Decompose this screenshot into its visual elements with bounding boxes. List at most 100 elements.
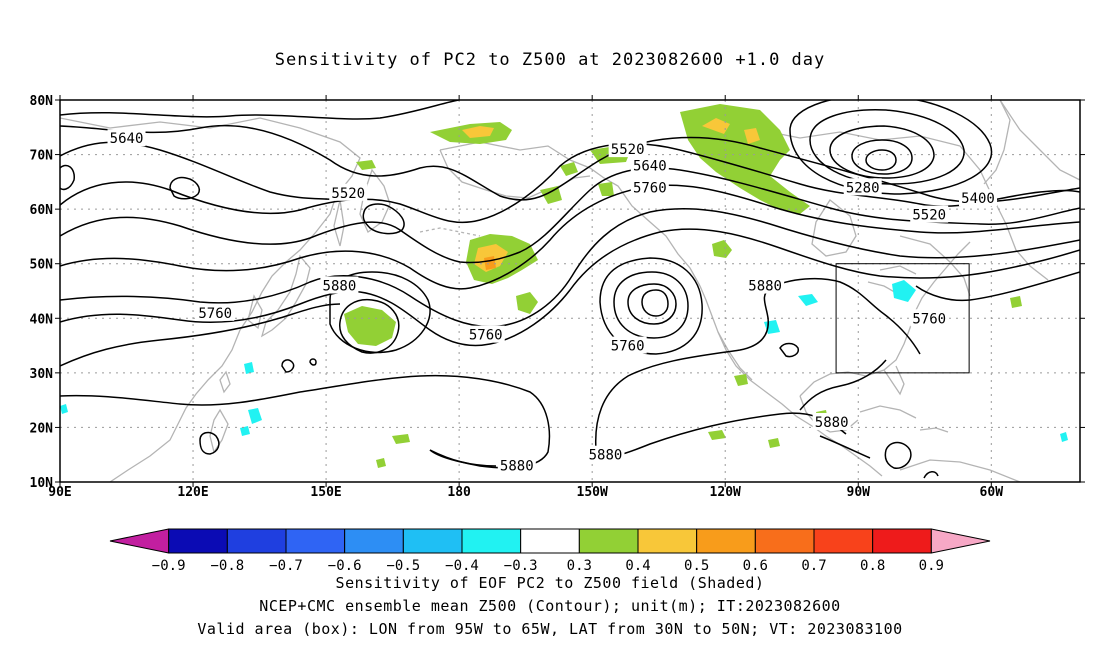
map-frame — [59, 99, 1081, 483]
lat-tick-label: 80N — [30, 94, 54, 109]
sensitivity-shading — [60, 104, 1068, 468]
shade-blob — [344, 306, 396, 346]
colorbar-label: 0.4 — [625, 558, 650, 574]
map-title: Sensitivity of PC2 to Z500 at 2023082600… — [274, 50, 826, 70]
contour-label: 5760 — [469, 328, 503, 344]
lat-tick-label: 60N — [30, 203, 54, 218]
contour-label: 5760 — [611, 339, 645, 355]
z500-contours — [60, 100, 1080, 479]
shade-blob — [798, 294, 818, 306]
caption-shading: Sensitivity of EOF PC2 to Z500 field (Sh… — [335, 574, 765, 592]
colorbar-label: −0.5 — [386, 558, 420, 574]
colorbar-label: 0.8 — [860, 558, 885, 574]
shade-blob — [244, 362, 254, 374]
contour-label-bg — [586, 445, 625, 463]
colorbar: −0.9 −0.8 −0.7 −0.6 −0.5 −0.4 −0.3 0.3 0.4 0.5 0.6… — [109, 528, 991, 574]
colorbar-label: −0.6 — [328, 558, 362, 574]
lat-tick-label: 50N — [30, 258, 54, 273]
contour-label-bg — [608, 336, 647, 354]
colorbar-label: −0.7 — [269, 558, 303, 574]
contour-label-bg — [196, 303, 235, 321]
contour-label-bg — [910, 309, 949, 327]
shade-blob — [248, 408, 262, 424]
contour-label-bg — [630, 178, 669, 196]
colorbar-swatch — [637, 528, 698, 554]
colorbar-label: −0.9 — [152, 558, 186, 574]
colorbar-swatch — [696, 528, 756, 554]
contour-label: 5520 — [611, 142, 645, 158]
shade-blob — [462, 126, 494, 138]
contour-label: 5880 — [815, 415, 849, 431]
contour-label: 5640 — [110, 131, 144, 147]
contour-label: 5520 — [331, 186, 365, 202]
colorbar-label: −0.8 — [210, 558, 244, 574]
contour-label-bg — [630, 156, 669, 174]
shade-blob — [1060, 432, 1068, 442]
shade-blob — [240, 426, 250, 436]
contour-label-bg — [497, 456, 536, 474]
contour-label: 5880 — [323, 279, 357, 295]
colorbar-swatch — [872, 528, 932, 554]
lon-tick-label: 60W — [980, 485, 1004, 500]
contour-label: 5880 — [589, 448, 623, 464]
shade-blob — [734, 374, 748, 386]
contour-label: 5520 — [912, 208, 946, 224]
colorbar-swatch — [520, 528, 580, 554]
lat-tick-label: 40N — [30, 312, 54, 327]
lon-tick-label: 180 — [447, 485, 471, 500]
colorbar-label: 0.6 — [743, 558, 768, 574]
colorbar-swatch — [930, 528, 991, 554]
shade-blob — [1010, 296, 1022, 308]
colorbar-label: 0.9 — [919, 558, 944, 574]
shade-blob — [540, 186, 562, 204]
contour-label-bg — [959, 189, 997, 207]
colorbar-swatch — [168, 528, 228, 554]
contour-label: 5880 — [748, 279, 782, 295]
contour-label: 5400 — [961, 191, 995, 207]
colorbar-swatch — [402, 528, 463, 554]
colorbar-label: 0.3 — [567, 558, 592, 574]
colorbar-swatch — [578, 528, 639, 554]
shade-blob — [376, 458, 386, 468]
shade-blob — [712, 240, 732, 258]
shade-blob — [708, 430, 726, 440]
lat-tick-label: 70N — [30, 149, 54, 164]
colorbar-label: −0.3 — [504, 558, 538, 574]
lon-tick-label: 150W — [577, 485, 608, 500]
colorbar-swatch — [109, 528, 170, 554]
contour-label-bg — [843, 178, 882, 196]
lat-tick-label: 10N — [30, 476, 54, 491]
contour-label-bg — [329, 183, 368, 201]
lon-tick-label: 90W — [847, 485, 871, 500]
lon-tick-label: 120E — [177, 485, 208, 500]
contour-label-bg — [320, 276, 359, 294]
lon-tick-label: 120W — [710, 485, 741, 500]
shade-blob — [680, 104, 810, 214]
contour-label-bg — [107, 129, 146, 147]
colorbar-swatch — [285, 528, 346, 554]
shade-blob — [560, 162, 578, 176]
contour-label-bg — [812, 412, 851, 430]
shade-blob — [744, 128, 760, 144]
shade-blob — [484, 256, 496, 270]
shade-blob — [60, 404, 68, 414]
valid-area-box — [835, 263, 970, 374]
shade-blob — [892, 280, 916, 302]
contour-label: 5760 — [633, 180, 667, 196]
shade-blob — [356, 160, 376, 170]
contour-label-bg — [608, 140, 647, 158]
contour-label: 5280 — [846, 180, 880, 196]
shade-blob — [702, 118, 730, 134]
colorbar-label: 0.7 — [801, 558, 826, 574]
colorbar-swatch — [754, 528, 815, 554]
colorbar-swatch — [344, 528, 404, 554]
colorbar-label: −0.4 — [445, 558, 479, 574]
shade-blob — [516, 292, 538, 314]
contour-label: 5880 — [500, 459, 534, 475]
caption-valid-area: Valid area (box): LON from 95W to 65W, L… — [197, 620, 903, 638]
contour-label-bg — [746, 276, 785, 294]
contour-label-bg — [910, 205, 949, 223]
